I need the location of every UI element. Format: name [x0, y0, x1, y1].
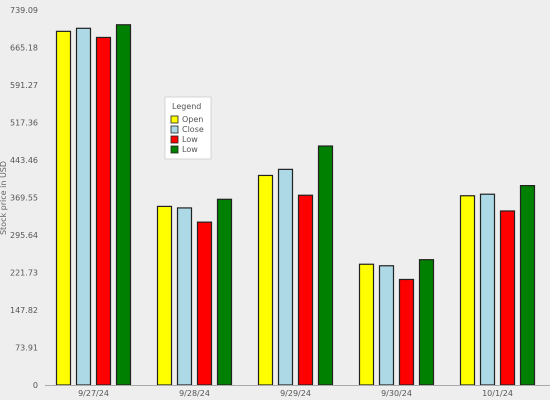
legend-swatch [170, 115, 179, 124]
x-tick-label: 9/30/24 [381, 389, 412, 398]
bar[interactable] [75, 27, 92, 386]
bar[interactable] [297, 194, 314, 386]
x-tick-label: 10/1/24 [482, 389, 513, 398]
legend-title: Legend [172, 102, 201, 111]
y-tick-label: 221.73 [10, 269, 38, 278]
bar[interactable] [156, 205, 173, 386]
y-tick-label: 591.27 [10, 81, 38, 90]
bar[interactable] [55, 30, 72, 386]
bar[interactable] [459, 195, 476, 386]
y-tick-label: 739.09 [10, 6, 38, 15]
y-tick-label: 369.55 [10, 194, 38, 203]
y-tick-label: 147.82 [10, 306, 38, 315]
y-tick-label: 517.36 [10, 119, 38, 128]
bar[interactable] [418, 259, 435, 386]
legend-swatch [170, 125, 179, 134]
legend-swatch [170, 135, 179, 144]
x-tick-label: 9/28/24 [179, 389, 210, 398]
y-axis-title: Stock price in USD [0, 161, 8, 235]
y-tick-label: 0 [33, 381, 38, 390]
bar[interactable] [95, 36, 112, 386]
bar[interactable] [257, 174, 274, 386]
legend-label: Low [182, 145, 198, 154]
bar[interactable] [277, 168, 294, 386]
x-tick-label: 9/29/24 [280, 389, 311, 398]
bar[interactable] [499, 210, 516, 386]
legend-label: Close [182, 125, 204, 134]
y-tick-label: 665.18 [10, 44, 38, 53]
bar[interactable] [115, 24, 132, 386]
bar[interactable] [216, 198, 233, 386]
bar[interactable] [479, 193, 496, 386]
bar[interactable] [519, 184, 536, 386]
y-tick-label: 295.64 [10, 231, 38, 240]
y-axis-ticks: 0 73.91 147.82 221.73 295.64 369.55 443.46 517.… [10, 6, 38, 390]
bar[interactable] [358, 263, 375, 386]
legend-label: Open [182, 115, 203, 124]
x-tick-label: 9/27/24 [78, 389, 109, 398]
bar[interactable] [317, 145, 334, 386]
legend-swatch [170, 145, 179, 154]
legend-label: Low [182, 135, 198, 144]
y-tick-label: 443.46 [10, 156, 38, 165]
bar[interactable] [196, 221, 213, 386]
y-tick-label: 73.91 [15, 344, 38, 353]
bars [55, 24, 536, 386]
x-axis-ticks: 9/27/24 9/28/24 9/29/24 9/30/24 10/1/24 [78, 389, 513, 398]
bar[interactable] [176, 207, 193, 386]
bar[interactable] [378, 265, 395, 386]
bar[interactable] [398, 278, 415, 386]
